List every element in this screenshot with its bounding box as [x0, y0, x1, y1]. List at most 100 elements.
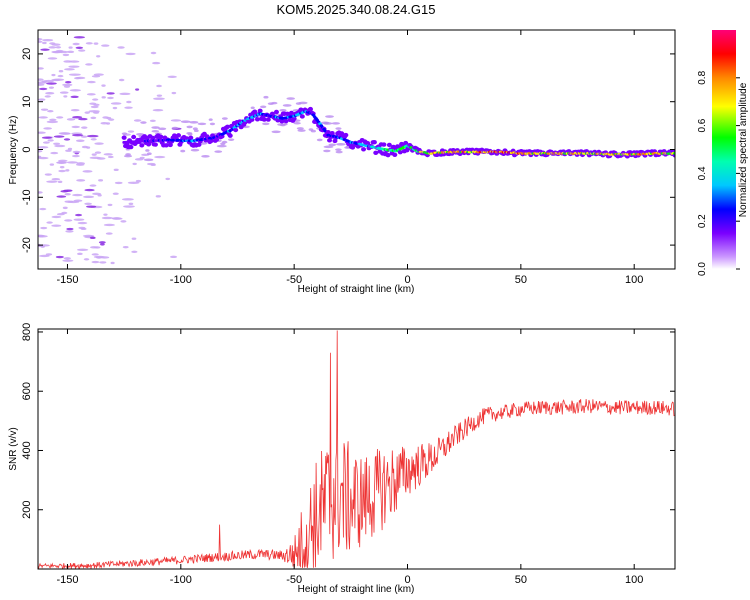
spectrogram-noise-blob — [80, 135, 88, 138]
spectrogram-noise-blob — [156, 94, 163, 97]
spectrogram-noise-blob — [72, 116, 83, 119]
spectrogram-noise-blob — [132, 162, 137, 166]
spectrogram-noise-blob — [221, 140, 228, 144]
spectrogram-noise-blob — [42, 38, 54, 42]
spectrogram-noise-blob — [75, 46, 84, 49]
spectrogram-noise-blob — [101, 84, 106, 87]
spectrogram-noise-blob — [86, 205, 97, 208]
spectrogram-noise-blob — [38, 191, 43, 194]
spectrogram-noise-blob — [126, 100, 132, 104]
spectrogram-noise-blob — [38, 83, 45, 86]
colorbar-gradient — [712, 30, 736, 269]
spectrogram-noise-blob — [38, 40, 43, 43]
spectrogram-noise-blob — [135, 179, 141, 183]
spectrogram-noise-blob — [228, 138, 235, 141]
spectrogram-noise-blob — [260, 105, 267, 109]
spectrogram-noise-blob — [117, 46, 125, 49]
spectrogram-ridge-halo — [343, 132, 349, 138]
spectrogram-noise-blob — [250, 106, 255, 110]
spectrogram-noise-blob — [127, 130, 135, 133]
spectrogram-y-tick-label: -20 — [21, 237, 33, 253]
spectrogram-noise-blob — [91, 253, 99, 256]
spectrogram-noise-blob — [105, 232, 113, 235]
spectrogram-noise-blob — [131, 250, 138, 254]
snr-y-tick-label: 800 — [21, 323, 33, 341]
spectrogram-ridge-halo — [299, 114, 305, 119]
spectrogram-ridge-halo — [158, 134, 164, 139]
spectrogram-noise-blob — [38, 67, 44, 70]
spectrogram-noise-blob — [42, 41, 47, 45]
spectrogram-noise-blob — [120, 220, 127, 223]
spectrogram-noise-blob — [92, 192, 102, 196]
spectrogram-ridge-halo — [227, 133, 233, 138]
spectrogram-ridge-halo — [261, 117, 267, 122]
spectrogram-noise-blob — [72, 193, 83, 197]
spectrogram-noise-blob — [64, 200, 74, 203]
spectrogram-noise-blob — [323, 122, 333, 125]
spectrogram-noise-blob — [89, 156, 101, 160]
snr-y-tick-label: 400 — [21, 441, 33, 459]
colorbar-ticks: 0.0 0.2 0.4 0.6 0.8 — [697, 70, 740, 276]
spectrogram-noise-blob — [84, 188, 95, 192]
spectrogram-noise-blob — [124, 106, 133, 109]
spectrogram-ridge-halo — [139, 143, 145, 148]
spectrogram-noise-blob — [113, 168, 119, 172]
spectrogram-noise-blob — [46, 180, 58, 183]
spectrogram-noise-blob — [62, 259, 74, 262]
spectrogram-noise-blob — [72, 150, 81, 154]
spectrogram-ridge-halo — [269, 111, 275, 116]
spectrogram-noise-blob — [103, 153, 113, 156]
spectrogram-noise-blob — [189, 120, 199, 124]
spectrogram-noise-blob — [38, 81, 47, 84]
spectrogram-noise-blob — [101, 44, 110, 47]
spectrogram-noise-blob — [150, 51, 157, 55]
spectrogram-noise-blob — [63, 138, 71, 141]
spectrogram-noise-blob — [90, 138, 97, 141]
spectrogram-noise-blob — [119, 92, 131, 96]
spectrogram-noise-blob — [114, 181, 123, 185]
snr-y-tick-label: 200 — [21, 501, 33, 519]
snr-y-tick-label: 600 — [21, 382, 33, 400]
spectrogram-ridge-halo — [291, 116, 297, 121]
snr-x-label: Height of straight line (km) — [298, 584, 415, 595]
spectrogram-noise-blob — [127, 181, 140, 184]
spectrogram-noise-blob — [208, 118, 213, 121]
spectrogram-noise-blob — [64, 219, 73, 222]
spectrogram-noise-blob — [154, 155, 166, 159]
spectrogram-noise-blob — [155, 195, 161, 198]
spectrogram-noise-blob — [125, 52, 136, 56]
spectrogram-noise-blob — [95, 256, 102, 259]
spectrogram-noise-blob — [38, 155, 42, 159]
spectrogram-noise-blob — [151, 129, 160, 133]
spectrogram-noise-blob — [57, 180, 63, 184]
spectrogram-x-axis: -150 -100 -50 0 50 100 — [56, 30, 643, 286]
spectrogram-noise-blob — [83, 258, 90, 261]
spectrogram-noise-blob — [81, 126, 88, 129]
spectrogram-noise-blob — [100, 243, 105, 246]
spectrogram-noise-blob — [41, 136, 53, 139]
spectrogram-noise-blob — [262, 122, 270, 126]
spectrogram-noise-blob — [335, 127, 342, 130]
spectrogram-ridge-halo — [327, 138, 333, 143]
spectrogram-noise-blob — [50, 151, 59, 155]
spectrogram-ridge-halo — [386, 142, 392, 148]
spectrogram-noise-blob — [103, 213, 108, 216]
spectrogram-ridge-halo — [265, 117, 271, 122]
spectrogram-noise-blob — [86, 134, 99, 138]
spectrogram-ridge-halo — [371, 140, 377, 145]
spectrogram-noise-blob — [56, 161, 68, 164]
colorbar-tick-label: 0.6 — [697, 118, 708, 132]
spectrogram-noise-blob — [62, 206, 68, 210]
spectrogram-noise-blob — [78, 49, 86, 52]
spectrogram-noise-blob — [267, 102, 275, 105]
spectrogram-noise-blob — [107, 203, 113, 207]
spectrogram-noise-layer — [38, 36, 352, 265]
spectrogram-noise-blob — [128, 202, 134, 206]
spectrogram-noise-blob — [73, 199, 83, 202]
spectrogram-ridge-layer — [121, 106, 675, 159]
spectrogram-noise-blob — [68, 73, 81, 76]
snr-x-tick-label: -100 — [170, 574, 192, 586]
spectrogram-noise-blob — [70, 95, 79, 99]
spectrogram-y-tick-label: 0 — [21, 146, 33, 152]
spectrogram-noise-blob — [101, 216, 114, 220]
